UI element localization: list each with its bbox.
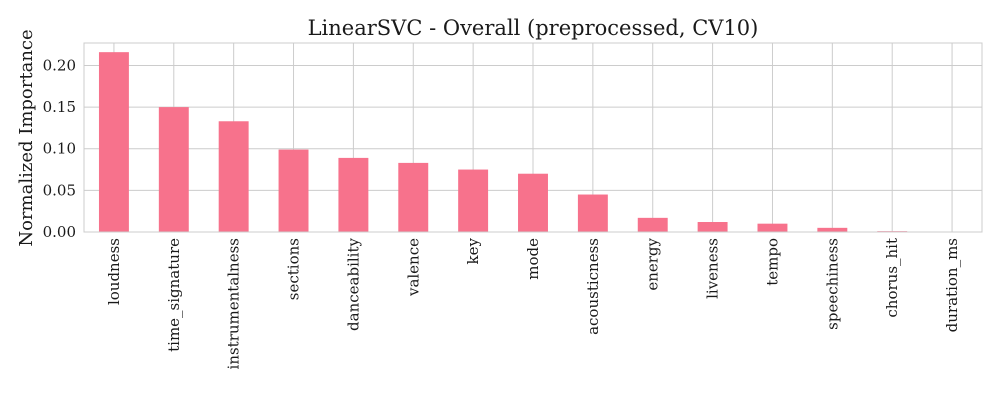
- y-tick-label: 0.10: [43, 140, 76, 158]
- bar-acousticness: [577, 194, 608, 232]
- y-tick-layer: 0.00 0.05 0.10 0.15 0.20: [43, 56, 76, 241]
- bar-mode: [518, 173, 548, 232]
- x-tick-label: instrumentalness: [225, 238, 243, 369]
- chart-title: LinearSVC - Overall (preprocessed, CV10): [308, 16, 759, 40]
- y-tick-label: 0.20: [43, 56, 76, 74]
- bar-key: [458, 169, 489, 232]
- bar-danceability: [338, 157, 369, 232]
- bar-tempo: [757, 223, 788, 232]
- y-tick-label: 0.05: [43, 181, 76, 199]
- bar-sections: [278, 149, 309, 232]
- x-tick-label: liveness: [704, 238, 722, 299]
- bar-instrumentalness: [218, 121, 249, 232]
- x-tick-label: acousticness: [584, 238, 602, 335]
- x-tick-label: key: [464, 237, 482, 264]
- y-axis-label: Normalized Importance: [16, 29, 37, 246]
- x-tick-label: valence: [404, 238, 422, 297]
- bar-layer: [98, 52, 908, 233]
- x-tick-label: time_signature: [165, 238, 183, 352]
- bar-loudness: [98, 52, 129, 233]
- x-tick-label: danceability: [344, 237, 362, 330]
- x-tick-label: energy: [644, 237, 662, 290]
- x-tick-label: tempo: [763, 238, 781, 286]
- x-tick-label: speechiness: [823, 238, 841, 330]
- bar-liveness: [697, 222, 728, 232]
- plot-frame: [83, 42, 983, 233]
- x-tick-label: chorus_hit: [883, 238, 901, 318]
- x-tick-label: sections: [285, 238, 303, 300]
- y-tick-label: 0.15: [43, 98, 76, 116]
- x-tick-label: duration_ms: [943, 238, 961, 332]
- x-tick-label: mode: [524, 238, 542, 280]
- bar-time_signature: [158, 107, 189, 232]
- x-tick-label: loudness: [105, 238, 123, 305]
- bar-valence: [398, 162, 429, 232]
- y-tick-label: 0.00: [43, 223, 76, 241]
- x-tick-layer: loudness time_signature instrumentalness se…: [105, 237, 961, 369]
- bar-speechiness: [817, 227, 848, 232]
- bar-energy: [637, 217, 668, 232]
